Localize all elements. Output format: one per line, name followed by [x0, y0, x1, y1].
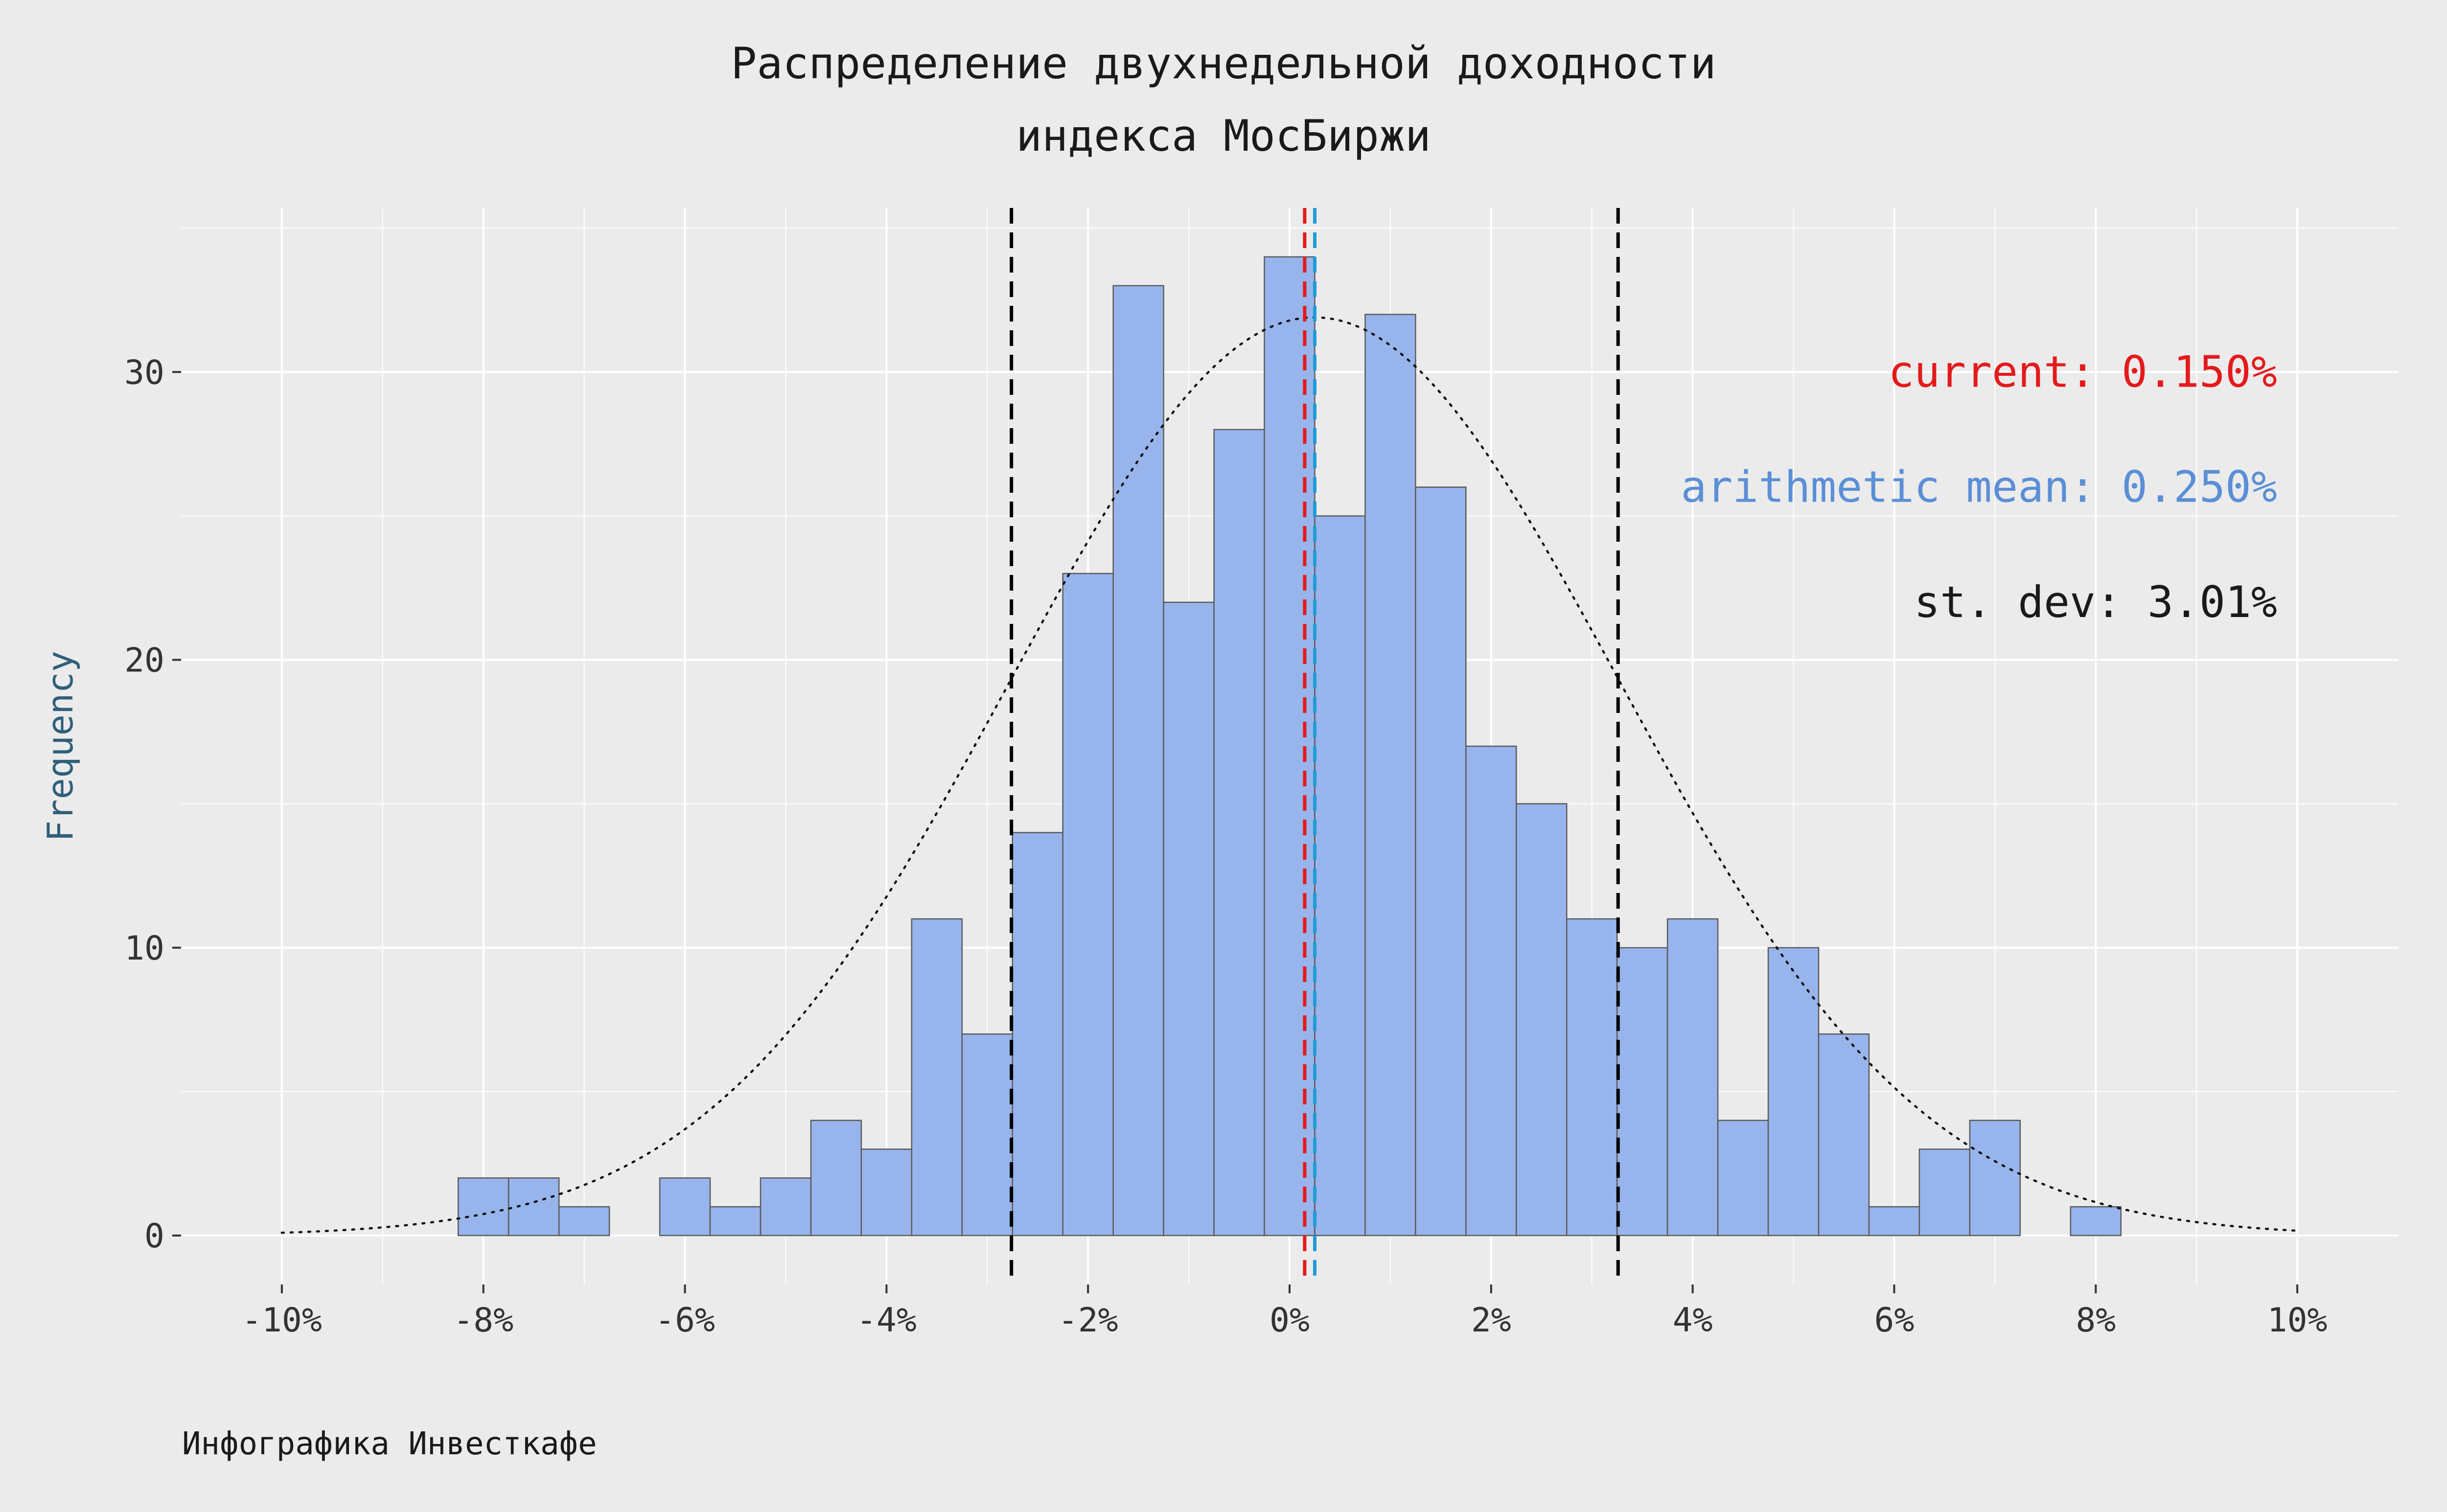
histogram-bar	[659, 1177, 711, 1237]
y-axis-label: Frequency	[40, 651, 81, 842]
x-tick-label: 6%	[1874, 1301, 1915, 1340]
y-tick-label: 10	[124, 929, 164, 968]
x-tick-label: 0%	[1270, 1301, 1310, 1340]
histogram-bar	[1314, 515, 1366, 1237]
x-tick-label: 2%	[1471, 1301, 1511, 1340]
histogram-bar	[1566, 918, 1618, 1237]
histogram-bar	[1364, 314, 1416, 1237]
histogram-bar	[1616, 947, 1668, 1237]
x-tick-label: -4%	[856, 1301, 917, 1340]
x-tick-label: -8%	[453, 1301, 513, 1340]
histogram-bar	[1213, 429, 1265, 1237]
histogram-bar	[458, 1177, 509, 1237]
chart-title-line-2: индекса МосБиржи	[1016, 111, 1431, 161]
histogram-bar	[911, 918, 963, 1237]
annotation-layer: current: 0.150% arithmetic mean: 0.250% st…	[1681, 346, 2277, 627]
histogram-bar	[1818, 1033, 1870, 1237]
histogram-bar	[1717, 1120, 1769, 1237]
x-tick-label: 8%	[2076, 1301, 2116, 1340]
y-tick-label: 30	[124, 353, 164, 392]
histogram-bar	[1918, 1148, 1971, 1237]
y-tick-label: 20	[124, 641, 164, 680]
histogram-bar	[558, 1206, 610, 1237]
histogram-bar	[709, 1206, 762, 1237]
x-tick-label: -2%	[1058, 1301, 1118, 1340]
histogram-bar	[1465, 745, 1517, 1237]
histogram-bar	[860, 1148, 913, 1237]
tick-layer: 0 10 20 30 -10% -8% -6% -4% -2% 0% 2% 4% 6% 8% 10%	[124, 353, 2327, 1340]
chart-title-line-1: Распределение двухнедельной доходности	[731, 38, 1716, 89]
histogram-bar	[1112, 285, 1164, 1237]
histogram-bar	[961, 1033, 1013, 1237]
histogram-bar	[1969, 1120, 2021, 1237]
chart-caption: Инфографика Инвесткафе	[182, 1426, 597, 1462]
histogram-bar	[1012, 832, 1063, 1237]
histogram-bar	[1163, 601, 1215, 1237]
histogram-bar	[508, 1177, 560, 1237]
histogram-bar	[1516, 803, 1568, 1237]
histogram-bar	[1666, 918, 1719, 1237]
histogram-bar	[1767, 947, 1820, 1237]
histogram-bar	[760, 1177, 812, 1237]
histogram-bar	[1264, 256, 1316, 1237]
histogram-bar	[1062, 573, 1114, 1237]
curve-layer	[280, 316, 2299, 1234]
annotation-text: arithmetic mean: 0.250%	[1681, 462, 2277, 512]
normal-curve	[280, 316, 2299, 1234]
vline-layer	[1010, 208, 1620, 1284]
histogram-bar	[1415, 486, 1467, 1237]
y-tick-label: 0	[144, 1217, 164, 1256]
annotation-text: st. dev: 3.01%	[1914, 577, 2277, 627]
x-tick-label: -10%	[242, 1301, 322, 1340]
bars-layer	[458, 256, 2122, 1237]
annotation-text: current: 0.150%	[1888, 346, 2277, 397]
x-tick-label: -6%	[655, 1301, 715, 1340]
histogram-bar	[1868, 1206, 1920, 1237]
histogram-bar	[810, 1120, 862, 1237]
x-tick-label: 4%	[1673, 1301, 1713, 1340]
histogram-bar	[2070, 1206, 2122, 1237]
x-tick-label: 10%	[2267, 1301, 2328, 1340]
